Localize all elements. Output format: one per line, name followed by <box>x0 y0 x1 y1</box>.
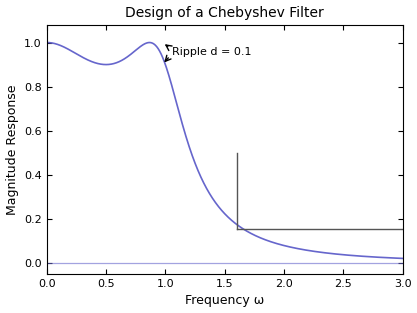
Y-axis label: Magnitude Response: Magnitude Response <box>5 84 18 215</box>
Title: Design of a Chebyshev Filter: Design of a Chebyshev Filter <box>125 6 324 19</box>
Text: Ripple d = 0.1: Ripple d = 0.1 <box>173 47 252 57</box>
X-axis label: Frequency ω: Frequency ω <box>185 295 264 307</box>
